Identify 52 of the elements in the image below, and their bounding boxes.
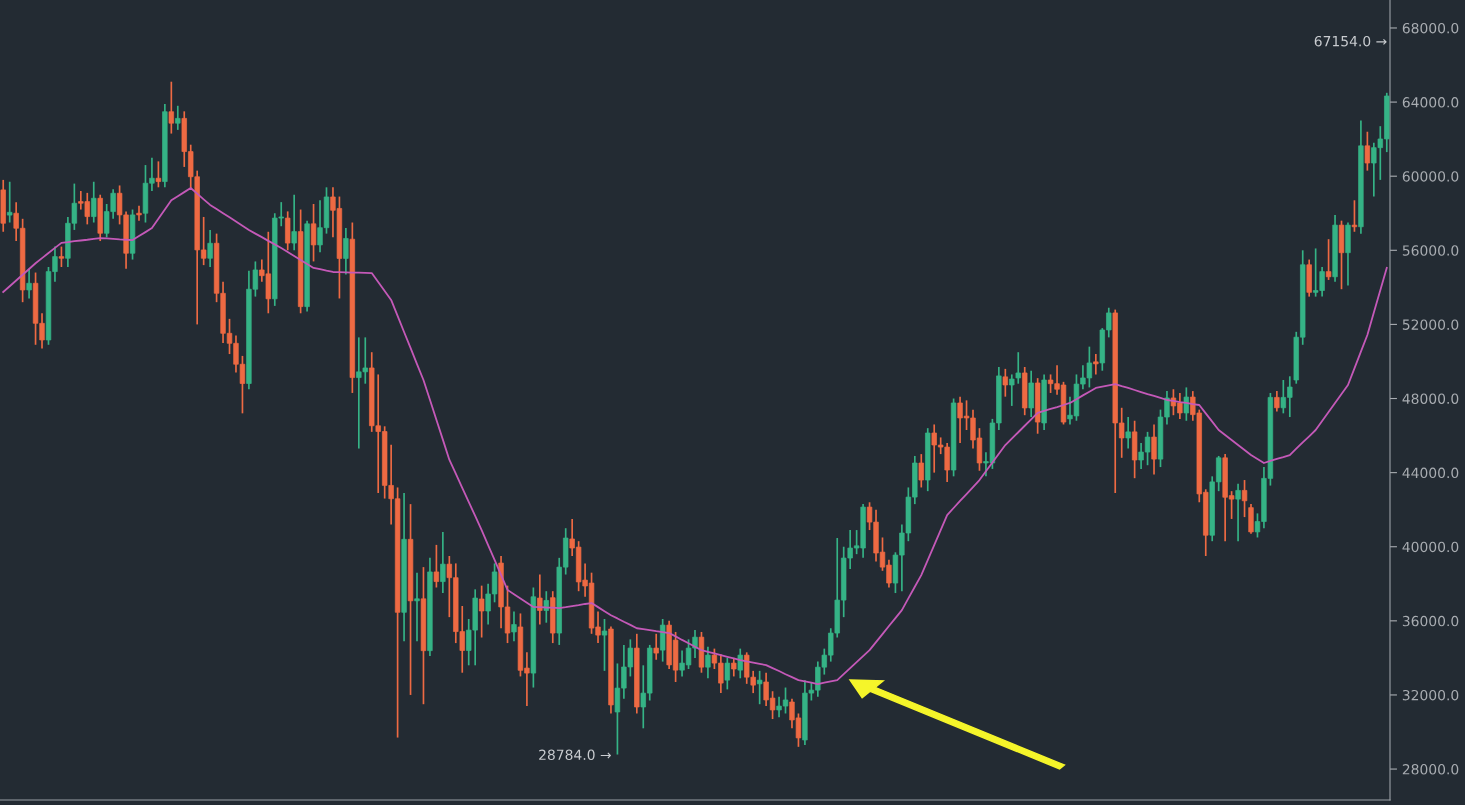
candlestick xyxy=(511,610,517,643)
candlestick xyxy=(1241,479,1248,518)
candlestick xyxy=(1002,368,1008,398)
candlestick xyxy=(756,670,763,706)
candlestick xyxy=(7,180,13,224)
candlestick xyxy=(1351,199,1358,233)
candlestick xyxy=(537,573,543,626)
y-tick-label: 44000.0 xyxy=(1402,467,1459,479)
annotation: 67154.0 → xyxy=(1314,35,1387,47)
y-tick-label: 52000.0 xyxy=(1402,319,1459,330)
candlestick xyxy=(724,657,730,691)
y-tick-label: 40000.0 xyxy=(1402,541,1459,553)
candlestick xyxy=(440,531,446,594)
y-tick-label: 56000.0 xyxy=(1402,245,1459,256)
candlestick xyxy=(168,80,174,135)
candlestick xyxy=(433,544,440,589)
y-tick-label: 36000.0 xyxy=(1402,615,1459,627)
line-series xyxy=(2,187,1388,685)
y-tick-label: 60000.0 xyxy=(1402,171,1459,182)
candlestick xyxy=(1235,482,1241,543)
y-tick-label: 68000.0 xyxy=(1402,22,1459,34)
candlestick xyxy=(26,267,32,300)
candlestick xyxy=(1274,390,1280,413)
candlestick xyxy=(1325,238,1332,281)
candlestick xyxy=(601,618,608,672)
candlestick xyxy=(414,571,420,643)
candlestick xyxy=(1093,353,1099,376)
candlestick xyxy=(737,647,743,680)
candlestick xyxy=(653,632,659,661)
candlestick xyxy=(155,160,162,189)
candlestick xyxy=(1364,130,1371,172)
candlestick xyxy=(207,229,213,268)
candlestick xyxy=(58,245,65,268)
candlestick xyxy=(543,590,549,624)
y-tick-label: 48000.0 xyxy=(1402,393,1459,404)
candlestick xyxy=(175,104,181,131)
candlestick xyxy=(136,205,142,222)
candlestick xyxy=(731,657,737,678)
candlestick xyxy=(1151,423,1157,476)
candlestick xyxy=(343,227,349,276)
candlestick xyxy=(91,180,97,224)
candlestick xyxy=(705,645,711,680)
annotation: 28784.0 → xyxy=(539,749,611,761)
y-tick-label: 28000.0 xyxy=(1402,764,1459,775)
y-tick-label: 32000.0 xyxy=(1402,689,1459,701)
candlestick xyxy=(1125,416,1131,450)
candlestick xyxy=(478,584,485,639)
candlestick xyxy=(918,453,924,489)
candlestick xyxy=(291,193,297,252)
candlestick xyxy=(1183,386,1190,422)
y-tick-label: 64000.0 xyxy=(1402,97,1459,108)
candlestick xyxy=(310,203,317,263)
